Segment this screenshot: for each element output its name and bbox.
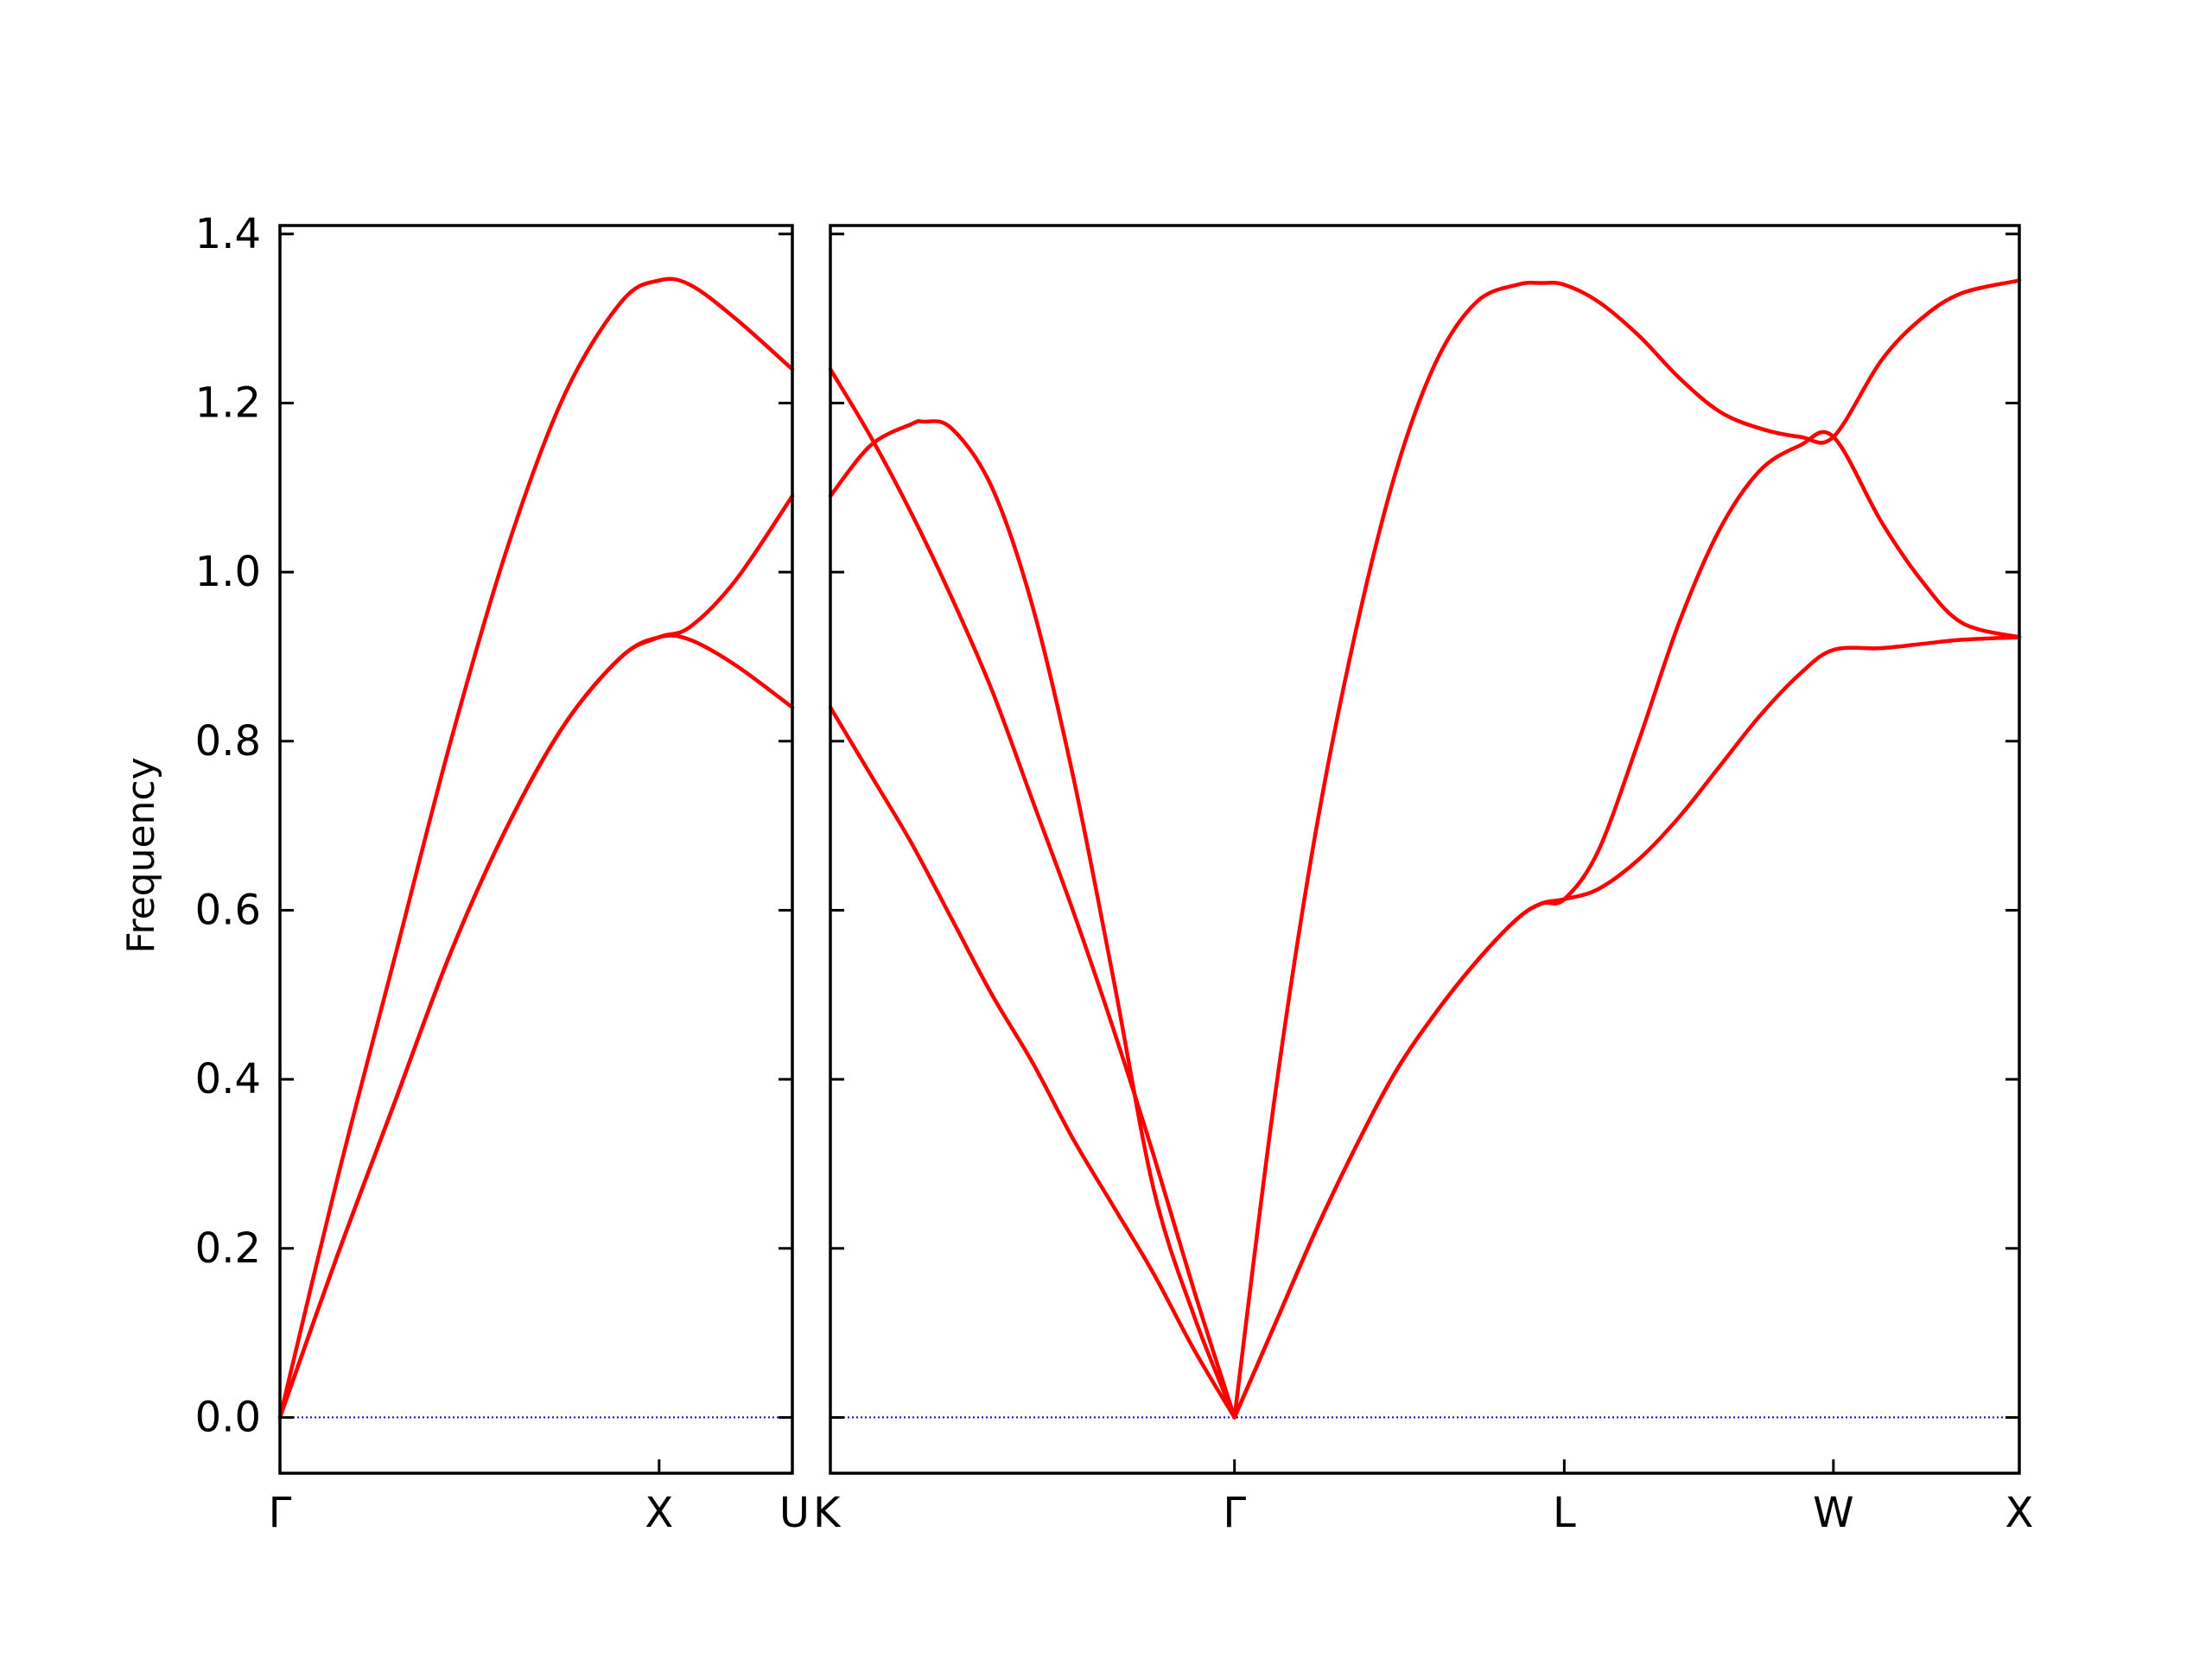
x-tick-label: X bbox=[645, 1489, 673, 1537]
band-line-1 bbox=[277, 276, 795, 1420]
axes-frame bbox=[829, 224, 2021, 1475]
band-line-3 bbox=[277, 493, 795, 1420]
y-tick-label: 1.4 bbox=[195, 210, 261, 258]
y-tick-label: 0.0 bbox=[195, 1393, 261, 1441]
band-line-1 bbox=[828, 705, 1236, 1420]
band-line-5 bbox=[1232, 429, 2022, 1420]
band-line-2 bbox=[828, 367, 1236, 1420]
y-tick-label: 0.2 bbox=[195, 1224, 261, 1273]
x-tick-label: Γ bbox=[269, 1489, 292, 1537]
x-tick-label: W bbox=[1813, 1489, 1853, 1537]
band-line-3 bbox=[828, 419, 1236, 1420]
y-axis-label: Frequency bbox=[119, 757, 163, 953]
x-tick-label: K bbox=[813, 1489, 842, 1537]
x-tick-label: X bbox=[2005, 1489, 2034, 1537]
panel-1: 0.0 0.2 0.4 0.6 0.8 1.0 1.2 1.4 Γ X U bbox=[195, 210, 810, 1537]
y-tick-label: 1.2 bbox=[195, 378, 261, 427]
plot-panels: 0.0 0.2 0.4 0.6 0.8 1.0 1.2 1.4 Γ X U K Γ L W X bbox=[195, 210, 2034, 1537]
axes-frame bbox=[278, 224, 794, 1475]
y-tick-label: 0.6 bbox=[195, 886, 261, 934]
x-tick-label: U bbox=[779, 1489, 810, 1537]
y-tick-label: 1.0 bbox=[195, 548, 261, 596]
y-tick-label: 0.4 bbox=[195, 1055, 261, 1103]
band-line-6 bbox=[1232, 278, 2022, 1420]
x-tick-label: L bbox=[1553, 1489, 1576, 1537]
x-tick-label: Γ bbox=[1223, 1489, 1246, 1537]
y-tick-label: 0.8 bbox=[195, 717, 261, 766]
